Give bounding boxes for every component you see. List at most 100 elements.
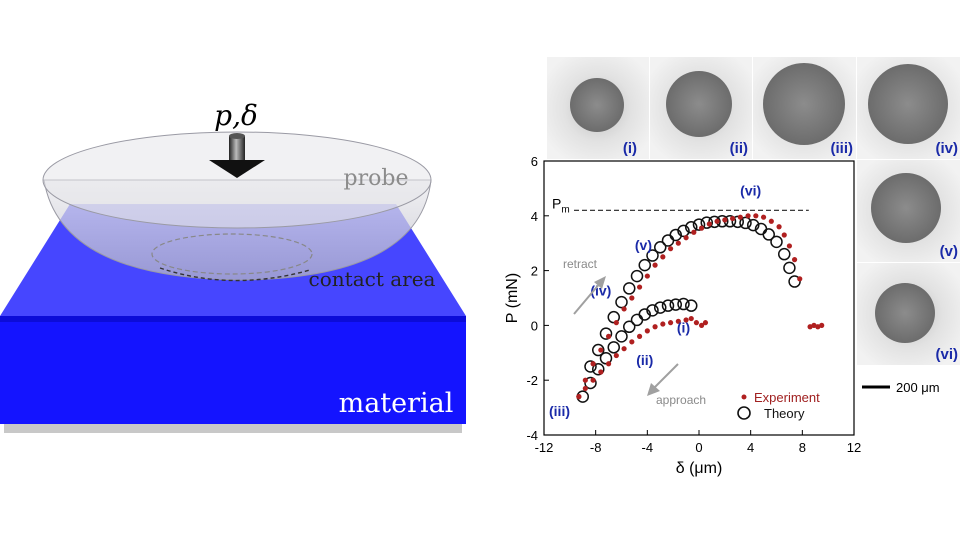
experiment-point <box>693 320 700 326</box>
indentation-schematic: p,δ probe contact area material <box>0 99 466 433</box>
experiment-point <box>675 318 681 324</box>
stage-label: (ii) <box>636 352 653 368</box>
experiment-point <box>652 262 658 268</box>
frame-label-i: (i) <box>623 140 637 157</box>
theory-point <box>669 228 682 242</box>
y-tick-label: 4 <box>531 209 538 224</box>
experiment-point <box>698 322 705 328</box>
experiment-point <box>691 229 697 235</box>
experiment-point <box>768 218 774 224</box>
theory-point <box>646 249 659 262</box>
experiment-point <box>781 232 787 238</box>
experiment-point <box>621 346 627 352</box>
experiment-point <box>644 273 650 279</box>
theory-point <box>615 330 628 343</box>
experiment-point <box>582 377 588 383</box>
theory-point <box>677 224 690 238</box>
stage-label: (i) <box>677 319 690 335</box>
experiment-point <box>629 295 635 301</box>
experiment-point <box>745 213 751 219</box>
experiment-point <box>786 243 793 249</box>
theory-point <box>770 235 783 249</box>
experiment-point <box>753 213 759 219</box>
probe-lens <box>42 131 432 281</box>
x-tick-label: -8 <box>590 440 602 455</box>
material-label: material <box>339 388 454 419</box>
experiment-point <box>660 254 666 260</box>
theory-point <box>599 327 613 340</box>
frame-label-iv: (iv) <box>936 140 959 157</box>
x-axis-label: δ (μm) <box>676 460 723 477</box>
theory-point <box>692 218 706 231</box>
theory-point <box>669 298 682 311</box>
frame-label-iii: (iii) <box>831 140 854 157</box>
frame-iii: (iii) <box>753 57 856 159</box>
experiment-point <box>722 217 728 223</box>
experiment-point <box>683 317 689 323</box>
x-tick-label: 8 <box>799 440 806 455</box>
experiment-point <box>605 361 612 367</box>
experiment-point <box>667 320 674 326</box>
experiment-point <box>729 215 736 222</box>
y-axis-label: P (mN) <box>504 273 521 323</box>
experiment-point <box>660 321 666 327</box>
y-tick-label: 6 <box>531 154 538 169</box>
theory-point <box>685 299 698 312</box>
theory-point <box>615 295 628 309</box>
experiment-point <box>737 214 743 220</box>
experiment-point <box>644 328 650 334</box>
experiment-point <box>706 221 712 227</box>
stage-label: (v) <box>635 237 652 253</box>
theory-point <box>630 269 644 283</box>
experiment-point <box>621 306 627 312</box>
theory-point <box>661 299 675 312</box>
experiment-point <box>819 322 825 328</box>
load-arrow-icon <box>209 133 265 178</box>
experiment-point <box>613 320 619 326</box>
experiment-point <box>760 214 767 220</box>
experiment-point <box>636 284 643 290</box>
experiment-point <box>688 315 694 322</box>
y-tick-label: -4 <box>526 428 538 443</box>
scale-bar-label: 200 μm <box>896 380 940 395</box>
theory-point <box>646 304 659 317</box>
x-tick-label: 12 <box>847 440 861 455</box>
legend-theory-marker <box>737 406 751 420</box>
theory-point <box>677 297 690 311</box>
legend-experiment-marker <box>741 394 747 400</box>
experiment-point <box>698 225 705 231</box>
frame-vi: (vi) <box>857 263 960 365</box>
experiment-point <box>636 333 643 339</box>
pm-reference-label: Pm <box>552 195 570 215</box>
experiment-panel: (i) (ii) (iii) (iv) (v) (vi) 200 μm -12-… <box>504 57 960 477</box>
experiment-point <box>613 352 619 359</box>
theory-point <box>592 362 605 376</box>
y-tick-label: 0 <box>531 318 538 333</box>
experiment-point <box>714 218 720 224</box>
experiment-point <box>652 324 658 330</box>
experiment-point <box>576 394 582 400</box>
approach-label: approach <box>656 393 706 407</box>
x-tick-label: -4 <box>642 440 654 455</box>
experiment-point <box>605 333 612 339</box>
theory-point <box>747 218 760 232</box>
theory-point <box>685 221 698 234</box>
retract-label: retract <box>563 257 598 271</box>
x-tick-label: 0 <box>695 440 702 455</box>
frame-label-v: (v) <box>940 243 958 260</box>
load-label: p,δ <box>214 99 258 132</box>
y-tick-label: -2 <box>526 373 538 388</box>
experiment-point <box>590 361 596 367</box>
x-tick-label: -12 <box>535 440 554 455</box>
theory-point <box>638 308 651 321</box>
theory-point <box>623 320 636 334</box>
x-tick-label: 4 <box>747 440 754 455</box>
legend-experiment-label: Experiment <box>754 390 820 405</box>
theory-point <box>654 301 667 314</box>
frame-ii: (ii) <box>650 57 752 159</box>
theory-point <box>762 228 775 241</box>
stage-label: (iv) <box>590 282 611 298</box>
stage-plate <box>4 424 462 433</box>
load-displacement-chart: -12 -8 -4 0 4 8 12 -4 -2 0 2 4 6 Pm (i) (ii) (iii) (iv)… <box>504 154 861 477</box>
retract-arrow: retract <box>563 257 606 315</box>
